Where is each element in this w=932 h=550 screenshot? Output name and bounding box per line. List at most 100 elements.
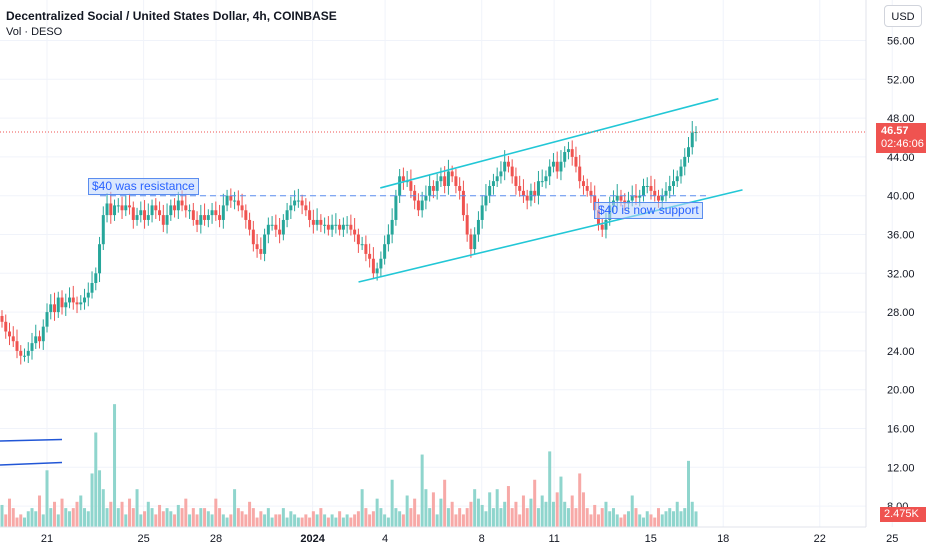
candle-body	[570, 149, 574, 157]
volume-bar	[158, 504, 162, 527]
volume-bar	[390, 479, 394, 527]
y-tick-label: 52.00	[887, 74, 915, 86]
candle-body	[386, 234, 390, 245]
candle-body	[188, 210, 192, 212]
volume-bar	[206, 511, 210, 527]
volume-bar	[578, 473, 582, 527]
candle-body	[536, 181, 540, 196]
candle-body	[206, 215, 210, 220]
candle-body	[683, 156, 687, 167]
candle-body	[443, 176, 447, 186]
candle-body	[360, 244, 364, 246]
candle-body	[675, 176, 679, 182]
y-tick-label: 12.00	[887, 462, 915, 474]
candle-body	[371, 258, 375, 274]
candle-body	[214, 210, 218, 216]
y-tick-label: 32.00	[887, 268, 915, 280]
volume-bar	[311, 511, 315, 527]
candle-body	[240, 205, 244, 211]
candle-body	[0, 315, 4, 322]
candle-body	[19, 350, 23, 356]
volume-bar	[563, 501, 567, 527]
volume-indicator-label[interactable]: Vol · DESO	[6, 26, 63, 38]
volume-bar	[525, 508, 529, 527]
candle-body	[255, 244, 259, 250]
volume-bar	[623, 514, 627, 527]
volume-bar	[266, 508, 270, 527]
candle-body	[191, 210, 195, 220]
volume-bar	[694, 511, 698, 527]
volume-bar	[75, 501, 79, 527]
candle-body	[248, 219, 252, 230]
x-tick-label: 21	[41, 533, 53, 545]
volume-bar	[679, 511, 683, 527]
support-annotation[interactable]: $40 is now support	[594, 202, 703, 219]
last-price-tag: 46.57 02:46:06	[876, 123, 926, 153]
candle-body	[26, 350, 30, 356]
candle-body	[416, 200, 420, 211]
candle-body	[424, 195, 428, 201]
candle-body	[135, 215, 139, 220]
volume-bar	[469, 501, 473, 527]
candle-body	[221, 205, 225, 220]
volume-bar	[446, 508, 450, 527]
volume-bar	[664, 511, 668, 527]
candle-body	[461, 190, 465, 216]
volume-bar	[473, 489, 477, 527]
candle-body	[668, 186, 672, 191]
candle-body	[634, 195, 638, 198]
candle-body	[23, 355, 27, 357]
x-tick-label: 25	[886, 533, 898, 545]
candle-body	[120, 205, 124, 211]
candle-body	[68, 297, 72, 303]
drawings	[0, 97, 866, 466]
volume-bar	[428, 508, 432, 527]
volume-bar	[41, 514, 45, 527]
volume-bar	[296, 517, 300, 527]
volume-bar	[124, 514, 128, 527]
candle-body	[225, 195, 229, 206]
candle-body	[533, 190, 537, 196]
candle-body	[165, 215, 169, 225]
candle-body	[660, 195, 664, 201]
candle-body	[304, 205, 308, 211]
currency-button[interactable]: USD	[884, 5, 922, 27]
volume-bar	[653, 517, 657, 527]
volume-bar	[641, 517, 645, 527]
volume-bar	[450, 501, 454, 527]
candle-body	[281, 219, 285, 235]
volume-bar	[278, 514, 282, 527]
volume-bar	[79, 495, 83, 527]
resistance-annotation[interactable]: $40 was resistance	[88, 178, 199, 195]
volume-bar	[398, 511, 402, 527]
volume-bar	[116, 508, 120, 527]
volume-bar	[53, 501, 57, 527]
candle-body	[375, 268, 379, 274]
volume-bar	[319, 508, 323, 527]
volume-bar	[184, 498, 188, 527]
candle-body	[79, 302, 83, 305]
volume-bar	[379, 508, 383, 527]
candle-body	[113, 205, 117, 216]
candle-body	[390, 219, 394, 235]
volume-bar	[465, 508, 469, 527]
candle-body	[330, 224, 334, 230]
candle-body	[525, 195, 529, 201]
volume-bars	[0, 404, 698, 527]
volume-bar	[656, 508, 660, 527]
candle-body	[656, 195, 660, 201]
axes: 56.00 52.00 48.00 44.00 40.00 36.00 32.00 28.00…	[0, 0, 915, 545]
volume-bar	[675, 501, 679, 527]
volume-bar	[259, 511, 263, 527]
volume-bar	[540, 495, 544, 527]
volume-bar	[533, 479, 537, 527]
volume-bar	[683, 508, 687, 527]
volume-bar	[330, 514, 334, 527]
candle-body	[435, 181, 439, 191]
volume-bar	[146, 501, 150, 527]
volume-bar	[506, 486, 510, 527]
volume-bar	[289, 511, 293, 527]
candle-body	[326, 224, 330, 230]
volume-bar	[439, 498, 443, 527]
